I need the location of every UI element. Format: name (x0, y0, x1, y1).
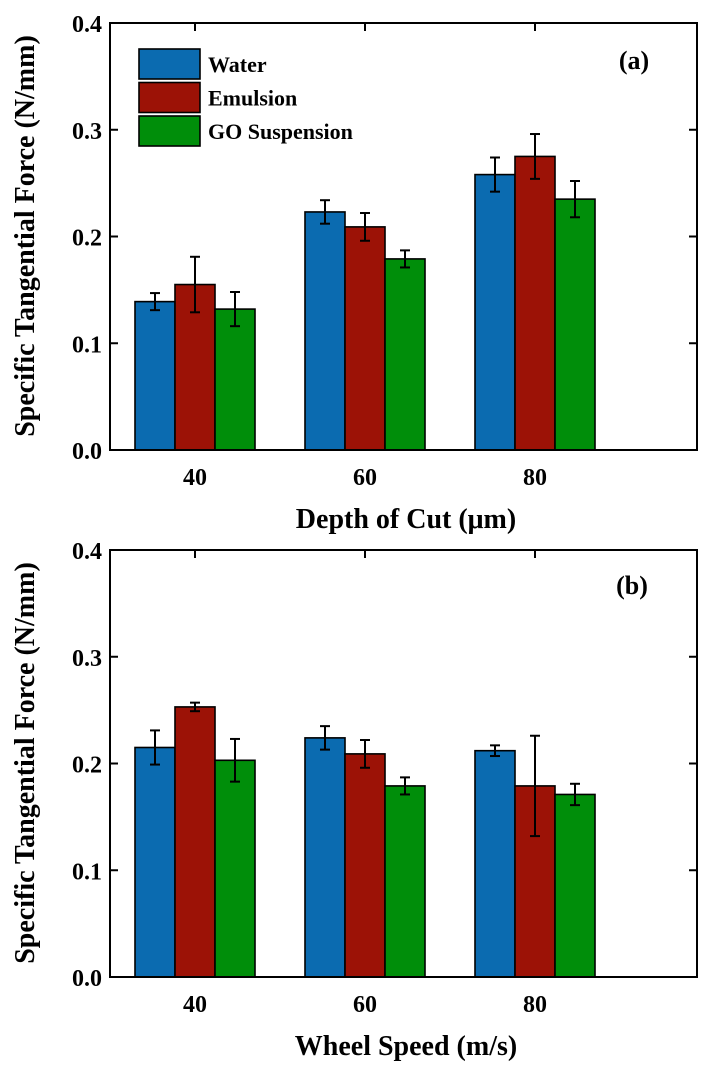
panel-b-y-tick-label: 0.3 (72, 646, 102, 672)
panel-b-bars (134, 701, 596, 978)
legend-swatch-emulsion (138, 81, 201, 114)
panel-a-y-tick-label: 0.0 (72, 439, 102, 465)
legend-item-emulsion: Emulsion (138, 81, 297, 114)
legend: Water Emulsion GO Suspension (138, 48, 353, 147)
panel-b-y-tick-label: 0.2 (72, 753, 102, 779)
panel-a-y-ticks: 0.0 0.1 0.2 0.3 0.4 (72, 12, 697, 465)
panel-a-error-bar-water-40 (150, 292, 160, 312)
panel-a-x-tick-label: 60 (353, 465, 377, 491)
panel-b-bar-emulsion-60 (344, 753, 386, 978)
panel-b-bar-emulsion-40 (174, 706, 216, 978)
panel-a-bar-water-60 (304, 211, 346, 451)
panel-b-error-bar-emulsion-40 (190, 701, 200, 713)
panel-b-x-axis-title: Wheel Speed (m/s) (295, 1031, 517, 1062)
panel-a-bar-emulsion-60 (344, 226, 386, 451)
legend-item-water: Water (138, 48, 267, 80)
panel-a-error-bar-go-suspension-80 (570, 179, 580, 219)
panel-b-bar-water-40 (134, 746, 176, 978)
panel-b-bar-go-suspension-40 (214, 759, 256, 978)
panel-b-bar-water-60 (304, 737, 346, 978)
panel-a-x-axis-title: Depth of Cut (μm) (296, 504, 516, 535)
panel-b-y-tick-label: 0.1 (72, 859, 102, 885)
panel-a-x-tick-label: 40 (183, 465, 207, 491)
legend-label-emulsion: Emulsion (208, 86, 297, 111)
panel-b-y-tick-label: 0.0 (72, 966, 102, 992)
panel-a-y-tick-label: 0.1 (72, 332, 102, 358)
panel-a-error-bar-water-80 (490, 156, 500, 193)
panel-b-x-tick-label: 40 (183, 992, 207, 1018)
panel-a-error-bar-go-suspension-40 (230, 291, 240, 328)
panel-a-y-tick-label: 0.3 (72, 119, 102, 145)
panel-b-error-bar-go-suspension-60 (400, 776, 410, 796)
legend-swatch-water (138, 48, 201, 80)
panel-a-error-bar-emulsion-60 (360, 212, 370, 242)
panel-a-error-bar-emulsion-40 (190, 255, 200, 314)
panel-a-y-tick-label: 0.2 (72, 226, 102, 252)
legend-label-water: Water (208, 52, 267, 77)
panel-b-label: (b) (616, 571, 648, 600)
panel-b-bar-go-suspension-60 (384, 785, 426, 978)
panel-a-error-bar-water-60 (320, 199, 330, 225)
panel-b-error-bar-emulsion-60 (360, 739, 370, 769)
panel-b-bar-water-80 (474, 749, 516, 978)
panel-b-y-ticks: 0.0 0.1 0.2 0.3 0.4 (72, 539, 697, 992)
panel-b-error-bar-go-suspension-40 (230, 737, 240, 783)
panel-a-bars (134, 133, 596, 451)
panel-a-error-bar-go-suspension-60 (400, 249, 410, 269)
panel-b-error-bar-water-60 (320, 725, 330, 751)
panel-a-x-ticks: 40 60 80 (183, 23, 547, 491)
panel-b-y-axis-title: Specific Tangential Force (N/mm) (10, 562, 41, 964)
legend-item-go-suspension: GO Suspension (138, 115, 353, 147)
panel-a-label: (a) (619, 46, 649, 75)
panel-b-x-tick-label: 80 (523, 992, 547, 1018)
panel-a: 0.0 0.1 0.2 0.3 0.4 40 60 80 (a) Depth of Cut … (10, 12, 698, 535)
panel-a-bar-water-40 (134, 300, 176, 451)
panel-a-bar-go-suspension-40 (214, 308, 256, 451)
panel-b-bar-go-suspension-80 (554, 793, 596, 978)
panel-b-error-bar-water-80 (490, 744, 500, 758)
panel-a-bar-go-suspension-60 (384, 258, 426, 451)
legend-swatch-go-suspension (138, 115, 201, 147)
panel-b-y-tick-label: 0.4 (72, 539, 102, 565)
panel-a-bar-emulsion-80 (514, 155, 556, 451)
panel-a-y-tick-label: 0.4 (72, 12, 102, 38)
panel-b-error-bar-emulsion-80 (530, 734, 540, 838)
panel-b-error-bar-water-40 (150, 729, 160, 766)
panel-b: 0.0 0.1 0.2 0.3 0.4 40 60 80 (b) Wheel Speed (… (10, 539, 698, 1062)
panel-a-x-tick-label: 80 (523, 465, 547, 491)
panel-a-error-bar-emulsion-80 (530, 133, 540, 180)
panel-b-x-ticks: 40 60 80 (183, 550, 547, 1018)
panel-b-x-tick-label: 60 (353, 992, 377, 1018)
panel-b-error-bar-go-suspension-80 (570, 782, 580, 807)
panel-a-bar-water-80 (474, 173, 516, 451)
panel-a-bar-go-suspension-80 (554, 198, 596, 451)
panel-a-y-axis-title: Specific Tangential Force (N/mm) (10, 35, 41, 437)
legend-label-go-suspension: GO Suspension (208, 119, 353, 144)
